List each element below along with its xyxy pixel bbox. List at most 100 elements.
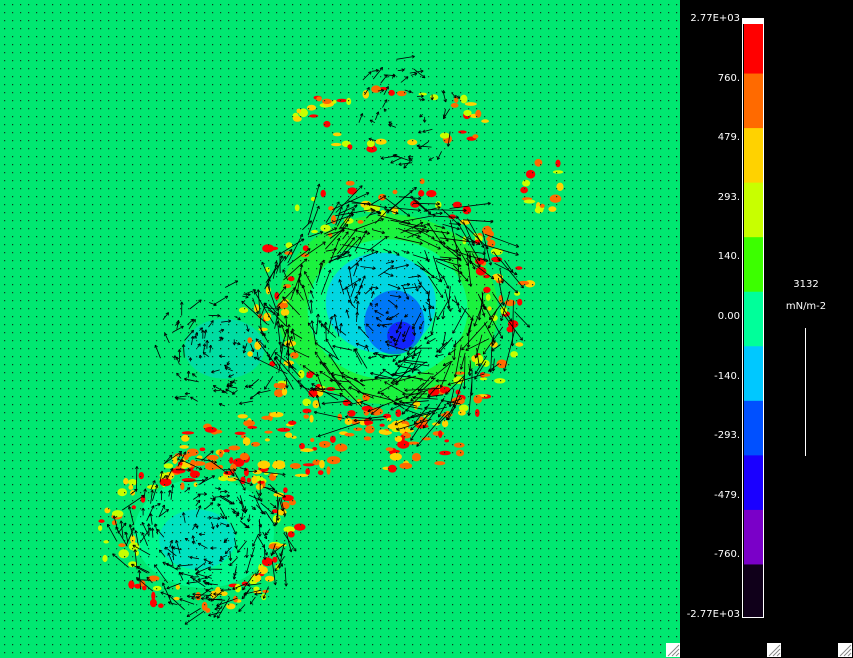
arrow-head: [238, 500, 242, 505]
vector-arrow: [253, 495, 264, 515]
vector-arrow: [408, 275, 421, 278]
vector-arrow: [342, 212, 354, 228]
vector-arrow: [184, 610, 205, 625]
vector-arrow: [370, 372, 393, 379]
vector-arrow: [284, 249, 293, 261]
vector-arrow: [278, 497, 284, 512]
arrow-head: [154, 344, 158, 349]
vector-arrow: [334, 326, 347, 336]
arrow-head: [164, 332, 168, 337]
arrow-head: [345, 231, 349, 235]
arrow-head: [406, 282, 411, 287]
vector-arrow: [143, 488, 146, 499]
arrow-head: [274, 352, 278, 356]
arrow-head: [416, 443, 420, 447]
positive-speckle: [371, 85, 381, 93]
vector-arrow: [377, 214, 411, 224]
arrow-head: [226, 523, 230, 528]
vector-arrow: [230, 522, 237, 535]
arrow-head: [376, 323, 381, 327]
vector-arrow: [398, 360, 430, 367]
vector-arrow: [275, 255, 283, 274]
vector-arrow: [359, 377, 387, 382]
vector-arrow: [426, 337, 436, 344]
vector-arrow: [156, 529, 165, 538]
arrow-head: [402, 392, 406, 397]
vector-arrow: [412, 202, 440, 205]
vector-arrow: [386, 344, 409, 352]
vector-arrow: [255, 569, 260, 576]
positive-speckle: [330, 215, 337, 224]
vector-arrow: [152, 527, 154, 538]
vector-arrow: [474, 355, 488, 375]
arrow-head: [385, 310, 389, 314]
arrow-head: [439, 384, 444, 389]
vector-arrow: [412, 254, 429, 260]
arrow-head: [418, 130, 422, 134]
positive-speckle: [178, 461, 183, 467]
vector-arrow: [369, 119, 376, 124]
arrow-head: [270, 511, 274, 515]
colorbar-band: [744, 400, 763, 456]
vector-arrow: [350, 283, 357, 298]
arrow-head: [440, 294, 444, 299]
vector-arrow: [327, 316, 333, 334]
arrow-head: [232, 510, 236, 514]
vector-arrow: [360, 266, 376, 269]
vector-arrow: [244, 505, 247, 512]
arrow-head: [446, 231, 450, 235]
arrow-head: [216, 603, 220, 607]
vector-arrow: [338, 205, 358, 215]
arrow-head: [384, 205, 388, 210]
vector-arrow: [255, 490, 263, 502]
colorbar-tick-label: 760.: [717, 72, 740, 84]
vector-arrow: [202, 580, 210, 584]
arrow-head: [457, 309, 462, 313]
arrow-head: [149, 513, 153, 517]
arrow-head: [212, 385, 217, 389]
vector-arrows: [107, 55, 530, 625]
vector-arrow: [285, 356, 294, 369]
vector-arrow: [307, 205, 320, 236]
vector-arrow: [287, 248, 311, 266]
arrow-head: [307, 322, 312, 326]
vector-arrow: [488, 308, 498, 329]
resize-grip-colorbar[interactable]: [767, 643, 781, 657]
vector-arrow: [390, 157, 403, 164]
arrow-head: [242, 350, 247, 354]
arrow-head: [287, 324, 291, 328]
field-negative-core: [184, 318, 265, 379]
vector-arrow: [233, 511, 239, 517]
arrow-head: [422, 129, 426, 133]
positive-speckle: [298, 108, 308, 118]
positive-band-speckle: [243, 420, 256, 427]
vector-arrow: [218, 329, 225, 332]
vector-arrow: [504, 260, 514, 273]
arrow-head: [416, 144, 420, 148]
vector-arrow: [297, 380, 315, 399]
vector-arrow: [417, 279, 422, 285]
reference-vector-value: 3132: [793, 279, 819, 290]
vector-arrow: [413, 68, 426, 79]
arrow-head: [385, 316, 390, 321]
arrow-head: [208, 561, 212, 565]
vector-arrow: [323, 362, 343, 392]
vector-arrow: [452, 238, 469, 266]
arrow-head: [276, 312, 280, 316]
arrow-head: [268, 357, 273, 361]
vector-arrow: [196, 566, 211, 573]
vector-arrow: [213, 385, 228, 394]
arrow-head: [141, 507, 145, 511]
resize-grip-plot[interactable]: [666, 643, 680, 657]
arrow-head: [348, 254, 352, 258]
vector-arrow: [178, 571, 184, 581]
vector-arrow: [286, 330, 296, 354]
positive-speckle: [515, 342, 524, 347]
arrow-head: [274, 490, 278, 494]
vector-arrow: [367, 397, 402, 412]
arrow-head: [443, 99, 447, 103]
resize-grip-legend[interactable]: [838, 643, 852, 657]
arrow-head: [229, 501, 233, 505]
vector-arrow: [329, 237, 340, 264]
vector-arrow: [251, 505, 256, 510]
